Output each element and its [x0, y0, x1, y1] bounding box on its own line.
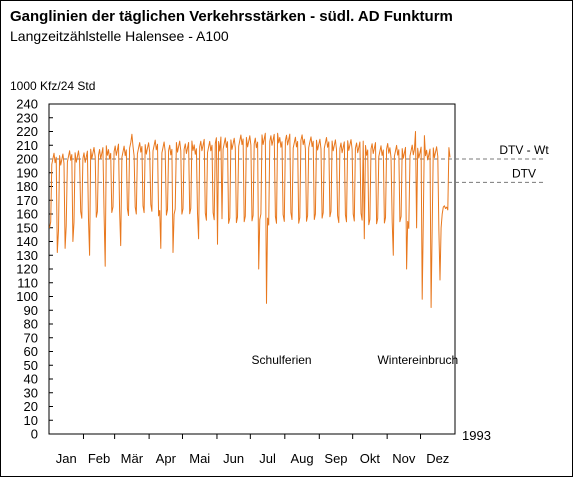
- y-tick-label: 60: [24, 344, 38, 359]
- y-tick-label: 190: [16, 165, 38, 180]
- month-label: Apr: [156, 451, 177, 466]
- y-tick-label: 70: [24, 330, 38, 345]
- y-tick-label: 180: [16, 179, 38, 194]
- month-label: Jun: [223, 451, 244, 466]
- y-axis-ticks: 0102030405060708090100110120130140150160…: [16, 97, 53, 442]
- month-label: Mär: [121, 451, 144, 466]
- plot-area: [48, 103, 456, 435]
- month-label: Aug: [290, 451, 313, 466]
- y-tick-label: 30: [24, 385, 38, 400]
- y-tick-label: 0: [31, 427, 38, 442]
- y-tick-label: 140: [16, 234, 38, 249]
- y-tick-label: 130: [16, 248, 38, 263]
- month-label: Sep: [324, 451, 347, 466]
- y-tick-label: 50: [24, 358, 38, 373]
- y-tick-label: 220: [16, 124, 38, 139]
- chart-title: Ganglinien der täglichen Verkehrsstärken…: [10, 8, 453, 25]
- month-label: Feb: [88, 451, 110, 466]
- y-tick-label: 210: [16, 138, 38, 153]
- y-tick-label: 170: [16, 193, 38, 208]
- series-group: [49, 131, 451, 308]
- annotation-label: Wintereinbruch: [377, 353, 458, 367]
- x-axis-month-labels: Jan Feb Mär Apr Mai Jun Jul Aug Sep Okt Nov Dez: [56, 434, 449, 466]
- plot-frame: [48, 103, 456, 435]
- year-label: 1993: [462, 428, 491, 443]
- y-axis-label: 1000 Kfz/24 Std: [10, 79, 95, 93]
- y-tick-label: 200: [16, 152, 38, 167]
- y-tick-label: 20: [24, 399, 38, 414]
- y-tick-label: 10: [24, 413, 38, 428]
- month-label: Nov: [392, 451, 416, 466]
- month-label: Jan: [56, 451, 77, 466]
- y-tick-label: 40: [24, 372, 38, 387]
- series-line: [49, 131, 451, 308]
- y-tick-label: 160: [16, 207, 38, 222]
- y-tick-label: 230: [16, 110, 38, 125]
- annotation-label: Schulferien: [252, 353, 312, 367]
- annotations: Schulferien Wintereinbruch: [252, 353, 459, 367]
- month-label: Mai: [189, 451, 210, 466]
- month-label: Okt: [360, 451, 381, 466]
- chart-subtitle: Langzeitzählstelle Halensee - A100: [10, 28, 229, 44]
- y-tick-label: 150: [16, 220, 38, 235]
- y-tick-label: 120: [16, 262, 38, 277]
- month-label: Jul: [259, 451, 276, 466]
- y-tick-label: 90: [24, 303, 38, 318]
- y-tick-label: 100: [16, 289, 38, 304]
- reference-line-label: DTV: [512, 166, 536, 180]
- y-tick-label: 110: [17, 275, 38, 290]
- reference-line-label: DTV - Wt: [499, 143, 549, 157]
- y-tick-label: 240: [16, 97, 38, 112]
- y-tick-label: 80: [24, 317, 38, 332]
- month-label: Dez: [426, 451, 449, 466]
